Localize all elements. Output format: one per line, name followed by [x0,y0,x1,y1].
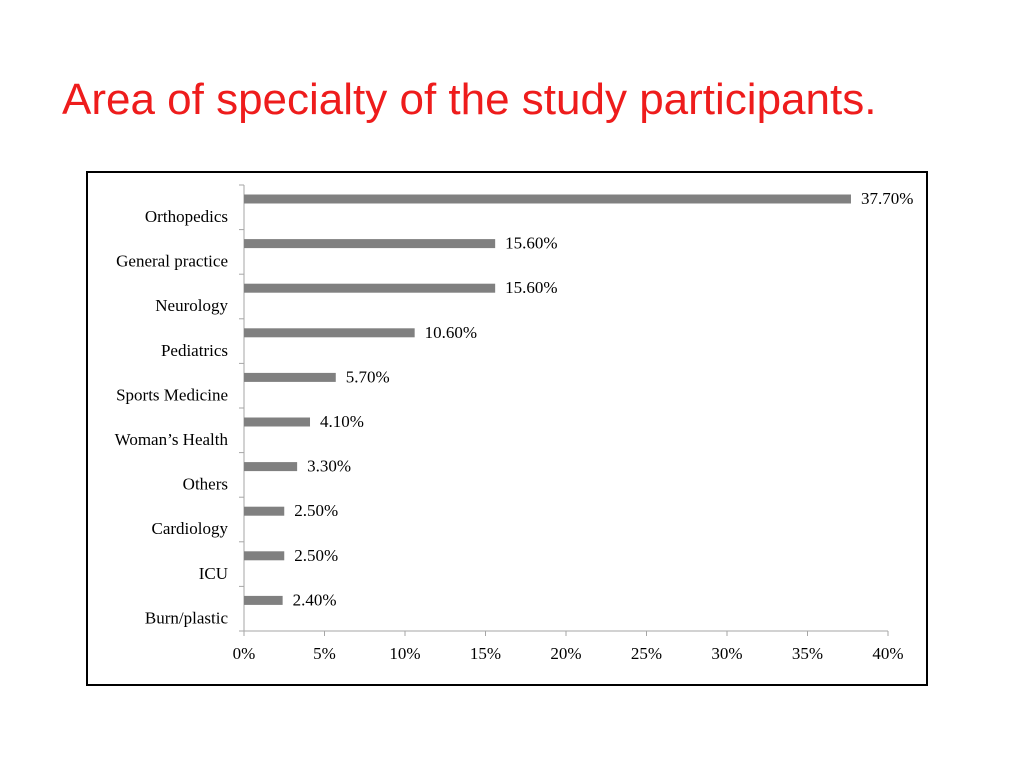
data-label: 2.40% [293,590,337,609]
bar [244,194,851,204]
bar [244,551,285,561]
x-tick-label: 35% [792,644,823,663]
x-tick-label: 5% [313,644,336,663]
data-label: 3.30% [307,457,351,476]
bar-chart: Orthopedics General practice Neurology Pedi… [115,184,914,663]
x-tick-label: 20% [550,644,581,663]
bar [244,328,415,338]
data-label: 2.50% [294,501,338,520]
data-label: 4.10% [320,412,364,431]
category-label: Neurology [155,296,228,315]
category-label: Cardiology [152,519,229,538]
bars [244,194,851,605]
data-label: 2.50% [294,546,338,565]
data-label: 10.60% [425,323,477,342]
bar [244,417,311,427]
value-labels: 37.70% 15.60% 15.60% 10.60% 5.70% 4.10% 3.30% 2… [293,189,914,609]
bar [244,283,496,293]
slide-title: Area of specialty of the study participa… [62,75,877,124]
data-label: 15.60% [505,234,557,253]
x-tick-label: 40% [872,644,903,663]
bar [244,239,496,249]
category-label: Orthopedics [145,207,228,226]
category-label: Woman’s Health [115,430,229,449]
data-label: 37.70% [861,189,913,208]
y-axis-ticks [239,184,244,632]
data-label: 5.70% [346,367,390,386]
category-label: General practice [116,252,228,271]
category-label: ICU [199,564,228,583]
x-tick-labels: 0% 5% 10% 15% 20% 25% 30% 35% 40% [233,644,904,663]
data-label: 15.60% [505,278,557,297]
bar [244,462,298,472]
category-labels: Orthopedics General practice Neurology Pedi… [115,207,229,627]
x-tick-label: 15% [470,644,501,663]
x-tick-label: 0% [233,644,256,663]
bar [244,595,283,605]
x-tick-label: 25% [631,644,662,663]
category-label: Pediatrics [161,341,228,360]
x-tick-label: 10% [389,644,420,663]
category-label: Sports Medicine [116,385,228,404]
category-label: Others [183,475,228,494]
bar [244,372,336,382]
x-axis-ticks [243,631,889,636]
category-label: Burn/plastic [145,608,229,627]
chart-frame: Orthopedics General practice Neurology Pedi… [86,171,928,686]
bar [244,506,285,516]
x-tick-label: 30% [711,644,742,663]
